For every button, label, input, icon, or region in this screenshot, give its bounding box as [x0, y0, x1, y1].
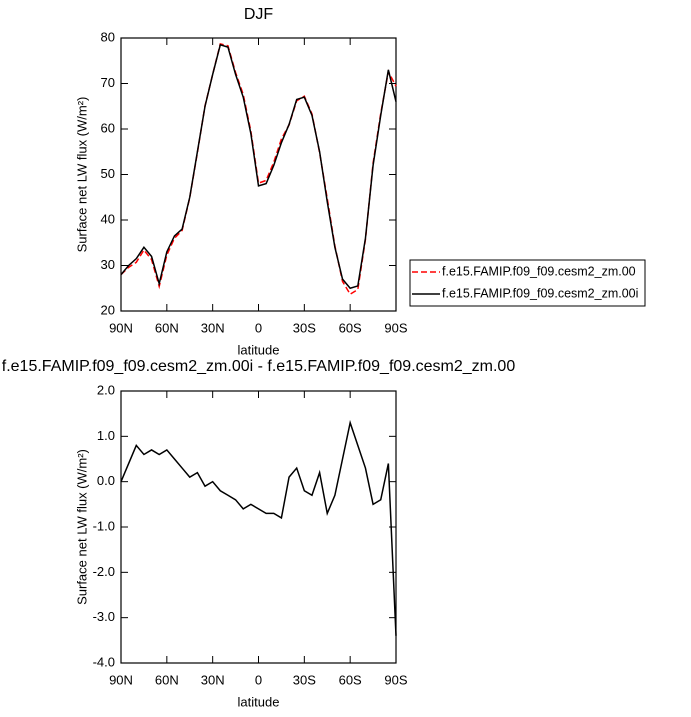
x-tick-label: 90S — [384, 672, 407, 687]
y-tick-label: 30 — [101, 257, 115, 272]
legend-label: f.e15.FAMIP.f09_f09.cesm2_zm.00 — [442, 264, 636, 278]
y-tick-label: 2.0 — [97, 382, 115, 397]
y-tick-label: -1.0 — [93, 518, 115, 533]
y-tick-label: -3.0 — [93, 609, 115, 624]
x-tick-label: 30S — [293, 320, 316, 335]
y-tick-label: -4.0 — [93, 654, 115, 669]
x-tick-label: 60S — [339, 320, 362, 335]
y-tick-label: 70 — [101, 75, 115, 90]
x-tick-label: 30S — [293, 672, 316, 687]
data-line — [120, 419, 397, 636]
x-axis-label: latitude — [238, 694, 280, 709]
legend-label: f.e15.FAMIP.f09_f09.cesm2_zm.00i — [442, 286, 638, 300]
y-axis-label: Surface net LW flux (W/m²) — [74, 97, 89, 253]
x-tick-label: 30N — [201, 320, 225, 335]
chart-title: DJF — [244, 6, 274, 23]
x-tick-label: 60N — [155, 320, 179, 335]
y-tick-label: 0.0 — [97, 473, 115, 488]
chart-title: f.e15.FAMIP.f09_f09.cesm2_zm.00i - f.e15… — [2, 358, 516, 375]
data-line — [120, 43, 397, 296]
plot-frame — [120, 390, 397, 664]
y-tick-label: 80 — [101, 29, 115, 44]
y-tick-label: 50 — [101, 166, 115, 181]
x-tick-label: 60S — [339, 672, 362, 687]
x-axis-label: latitude — [238, 342, 280, 357]
x-tick-label: 90S — [384, 320, 407, 335]
y-tick-label: 1.0 — [97, 428, 115, 443]
x-tick-label: 90N — [109, 320, 133, 335]
x-tick-label: 0 — [255, 672, 262, 687]
y-tick-label: -2.0 — [93, 564, 115, 579]
x-tick-label: 0 — [255, 320, 262, 335]
y-tick-label: 40 — [101, 211, 115, 226]
y-axis-label: Surface net LW flux (W/m²) — [74, 449, 89, 605]
y-tick-label: 60 — [101, 120, 115, 135]
x-tick-label: 90N — [109, 672, 133, 687]
x-tick-label: 30N — [201, 672, 225, 687]
data-line — [120, 43, 397, 290]
y-tick-label: 20 — [101, 302, 115, 317]
x-tick-label: 60N — [155, 672, 179, 687]
legend-box — [409, 259, 646, 307]
